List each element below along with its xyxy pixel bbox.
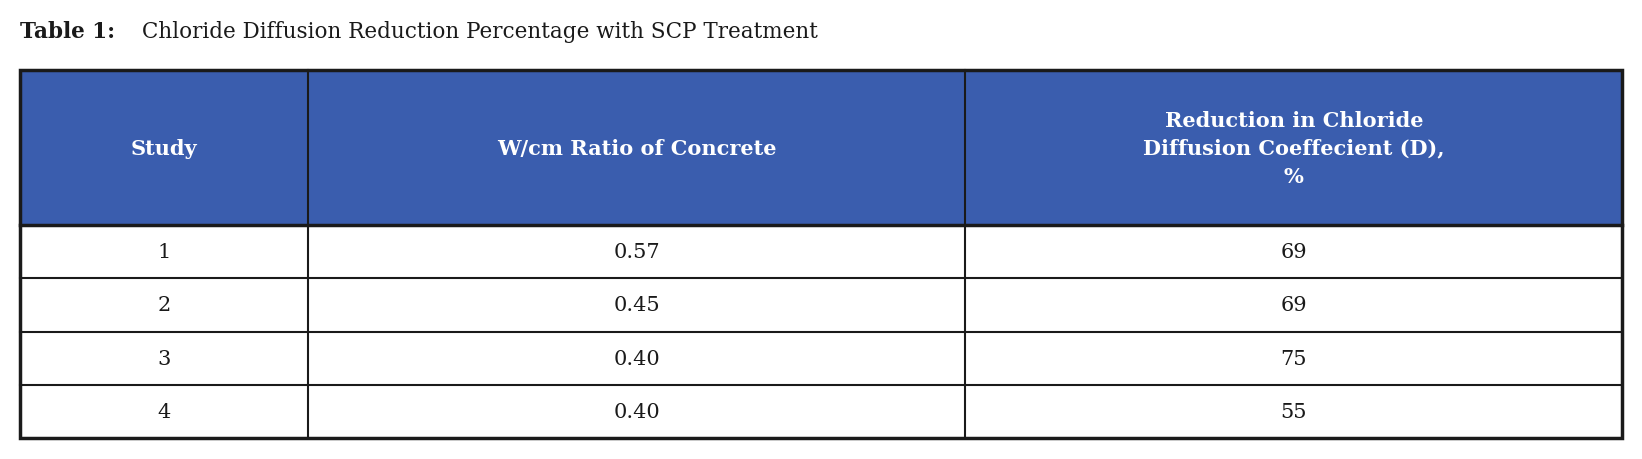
Text: 4: 4 [158, 402, 171, 421]
Text: Reduction in Chloride
Diffusion Coeffecient (D),
%: Reduction in Chloride Diffusion Coeffeci… [1143, 110, 1445, 186]
Bar [309, 385, 965, 438]
Text: 75: 75 [1281, 349, 1307, 368]
Bar [20, 71, 309, 225]
Text: Table 1:: Table 1: [20, 21, 115, 43]
Text: 0.45: 0.45 [614, 296, 660, 315]
Text: W/cm Ratio of Concrete: W/cm Ratio of Concrete [498, 138, 777, 158]
Text: Study: Study [131, 138, 197, 158]
Text: 69: 69 [1281, 242, 1307, 262]
Text: Chloride Diffusion Reduction Percentage with SCP Treatment: Chloride Diffusion Reduction Percentage … [135, 21, 818, 43]
Bar [309, 225, 965, 279]
Text: 2: 2 [158, 296, 171, 315]
Bar [965, 71, 1622, 225]
Bar [965, 332, 1622, 385]
Bar [20, 279, 309, 332]
Text: 69: 69 [1281, 296, 1307, 315]
Text: 55: 55 [1281, 402, 1307, 421]
Bar [20, 385, 309, 438]
Bar [965, 225, 1622, 279]
Text: 3: 3 [158, 349, 171, 368]
Text: 0.40: 0.40 [614, 349, 660, 368]
Bar [309, 71, 965, 225]
Text: 0.40: 0.40 [614, 402, 660, 421]
Bar [309, 279, 965, 332]
Bar [965, 385, 1622, 438]
Bar [309, 332, 965, 385]
Bar [20, 71, 1622, 438]
Bar [965, 279, 1622, 332]
Text: 1: 1 [158, 242, 171, 262]
Bar [20, 225, 309, 279]
Text: 0.57: 0.57 [614, 242, 660, 262]
Bar [20, 332, 309, 385]
